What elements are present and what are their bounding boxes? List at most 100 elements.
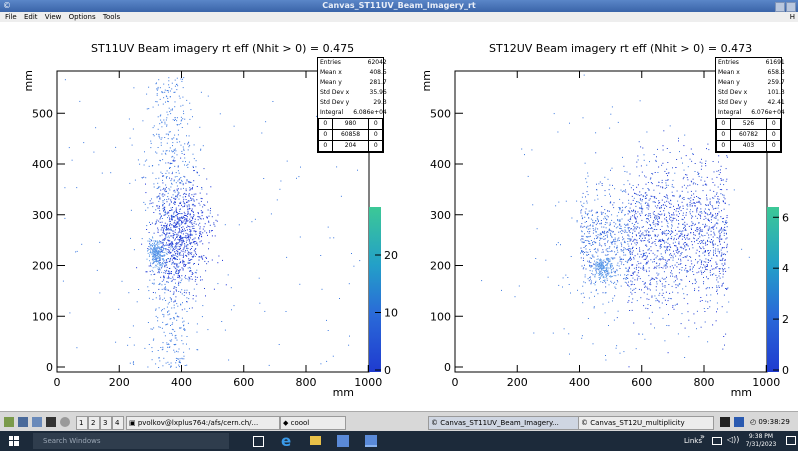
menu-file[interactable]: File [5, 13, 17, 21]
notifications-icon[interactable] [786, 436, 796, 445]
minimize-button[interactable] [775, 2, 785, 12]
hit-point [687, 166, 689, 168]
hit-point [667, 242, 669, 244]
hit-point [192, 211, 194, 213]
menu-tools[interactable]: Tools [102, 13, 121, 21]
hit-point [704, 208, 706, 210]
hit-point [184, 205, 186, 207]
hit-point [693, 182, 695, 184]
desktop-icon[interactable] [18, 417, 28, 427]
stats-box-right[interactable]: Entries 61691 Mean x 658.3 Mean y 259.7 Std… [715, 57, 785, 153]
hit-point [713, 251, 714, 253]
workspace-1[interactable]: 1 [76, 416, 88, 430]
menu-edit[interactable]: Edit [23, 13, 38, 21]
hit-point [193, 180, 195, 182]
hit-point [166, 177, 167, 179]
app-menu-icon[interactable] [4, 417, 14, 427]
hit-point [64, 187, 66, 189]
hit-point [168, 131, 170, 133]
hit-point [154, 261, 155, 263]
network-icon[interactable] [712, 437, 722, 445]
hit-point [656, 255, 658, 257]
hit-point [169, 210, 170, 212]
hit-point [608, 272, 610, 274]
hit-point [705, 244, 707, 246]
speaker-icon[interactable]: ◁)) [727, 435, 740, 444]
hit-point [609, 275, 611, 277]
workspace-3[interactable]: 3 [100, 416, 112, 430]
close-button[interactable] [786, 2, 796, 12]
hit-point [615, 275, 617, 277]
hit-point [610, 224, 611, 226]
hit-point [151, 253, 153, 255]
links-toolbar[interactable]: Links [684, 437, 702, 445]
hit-point [180, 203, 181, 204]
hit-point [582, 268, 584, 270]
remote-app-icon[interactable] [337, 435, 349, 447]
hit-point [161, 266, 163, 268]
hit-point [191, 224, 193, 226]
hit-point [160, 224, 162, 226]
hit-point [703, 239, 705, 241]
hit-point [680, 230, 682, 232]
hit-point [609, 246, 611, 248]
hit-point [157, 272, 159, 274]
task-view-icon[interactable] [253, 436, 264, 447]
hit-point [187, 225, 189, 227]
menu-options[interactable]: Options [68, 13, 96, 21]
hit-point [593, 241, 595, 243]
root-canvas[interactable]: ST11UV Beam imagery rt eff (Nhit > 0) = … [0, 22, 798, 411]
hit-point [629, 256, 631, 258]
taskbar-window-coool[interactable]: ◆ coool [280, 416, 346, 430]
hit-point [634, 214, 635, 216]
terminal-icon[interactable] [46, 417, 56, 427]
hit-point [329, 237, 331, 239]
hit-point [662, 257, 664, 259]
hit-point [153, 282, 155, 284]
hit-point [639, 235, 640, 237]
search-windows-input[interactable]: Search Windows [33, 433, 229, 449]
hit-point [604, 238, 606, 240]
window-titlebar[interactable]: © Canvas_ST11UV_Beam_Imagery_rt [0, 0, 798, 12]
hit-point [666, 276, 667, 278]
edge-browser-icon[interactable]: e [281, 432, 292, 450]
system-clock[interactable]: 9:38 PM 7/31/2023 [745, 433, 777, 449]
hit-point [181, 278, 183, 280]
workspace-2[interactable]: 2 [88, 416, 100, 430]
hit-point [649, 283, 650, 285]
taskbar-window-terminal[interactable]: ▣ pvolkov@lxplus764:/afs/cern.ch/... [126, 416, 280, 430]
hit-point [150, 147, 152, 149]
hit-point [625, 189, 626, 191]
menu-help[interactable]: H [789, 13, 795, 21]
hit-point [628, 281, 629, 283]
menu-view[interactable]: View [44, 13, 62, 21]
hit-point [715, 207, 717, 209]
hit-point [183, 230, 185, 232]
hit-point [693, 232, 694, 234]
hit-point [699, 227, 701, 229]
hit-point [186, 246, 188, 248]
hit-point [155, 223, 157, 224]
remote-app-active-icon[interactable] [365, 435, 377, 447]
hit-point [672, 231, 674, 233]
files-icon[interactable] [32, 417, 42, 427]
hit-point [678, 272, 680, 274]
hit-point [624, 226, 626, 228]
workspace-4[interactable]: 4 [112, 416, 124, 430]
stats-box-left[interactable]: Entries 62042 Mean x 408.5 Mean y 281.7 Std… [317, 57, 387, 153]
windows-start-icon[interactable] [9, 436, 19, 446]
hit-point [580, 239, 582, 241]
hit-point [590, 280, 592, 282]
hit-point [132, 362, 134, 364]
taskbar-window-canvas-st11uv[interactable]: © Canvas_ST11UV_Beam_Imagery... [428, 416, 580, 430]
hit-point [587, 225, 589, 227]
hit-point [597, 258, 599, 260]
hit-point [133, 363, 135, 365]
file-explorer-icon[interactable] [310, 436, 321, 445]
power-icon[interactable] [60, 417, 70, 427]
chevron-right-icon[interactable]: » [700, 432, 705, 441]
hit-point [133, 87, 135, 89]
hit-point [166, 199, 168, 201]
hit-point [659, 281, 661, 282]
taskbar-window-canvas-st12u[interactable]: © Canvas_ST12U_multiplicity [578, 416, 714, 430]
